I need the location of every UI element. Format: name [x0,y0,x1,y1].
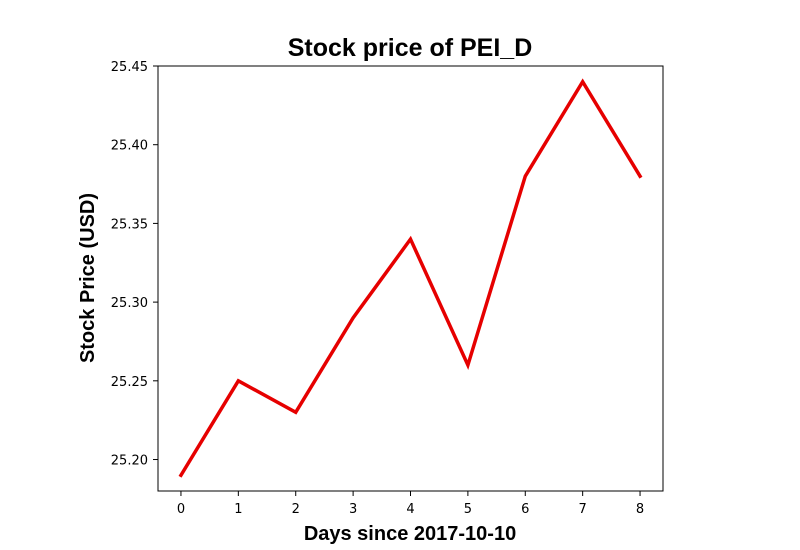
series-layer [178,78,643,478]
x-tick-label: 2 [292,502,300,517]
x-tick-label: 0 [177,502,185,517]
y-axis-label: Stock Price (USD) [77,193,99,363]
plot-area-frame [157,65,664,492]
y-tick-label: 25.40 [111,139,148,154]
y-tick-label: 25.45 [111,60,148,75]
x-tick-label: 6 [521,502,529,517]
x-tick-label: 1 [234,502,242,517]
y-tick-label: 25.35 [111,217,148,232]
series-line [178,78,643,478]
x-tick-label: 3 [349,502,357,517]
y-axis-ticks: 25.20 25.25 25.30 25.35 25.40 25.45 [111,60,158,469]
x-tick-label: 4 [406,502,414,517]
y-tick-label: 25.20 [111,454,148,469]
chart-title: Stock price of PEI_D [288,34,533,62]
y-tick-label: 25.25 [111,375,148,390]
y-tick-label: 25.30 [111,296,148,311]
x-tick-label: 5 [464,502,472,517]
x-axis-label: Days since 2017-10-10 [304,523,516,545]
x-tick-label: 8 [636,502,644,517]
x-tick-label: 7 [579,502,587,517]
x-axis-ticks: 0 1 2 3 4 5 6 7 8 [177,491,644,517]
